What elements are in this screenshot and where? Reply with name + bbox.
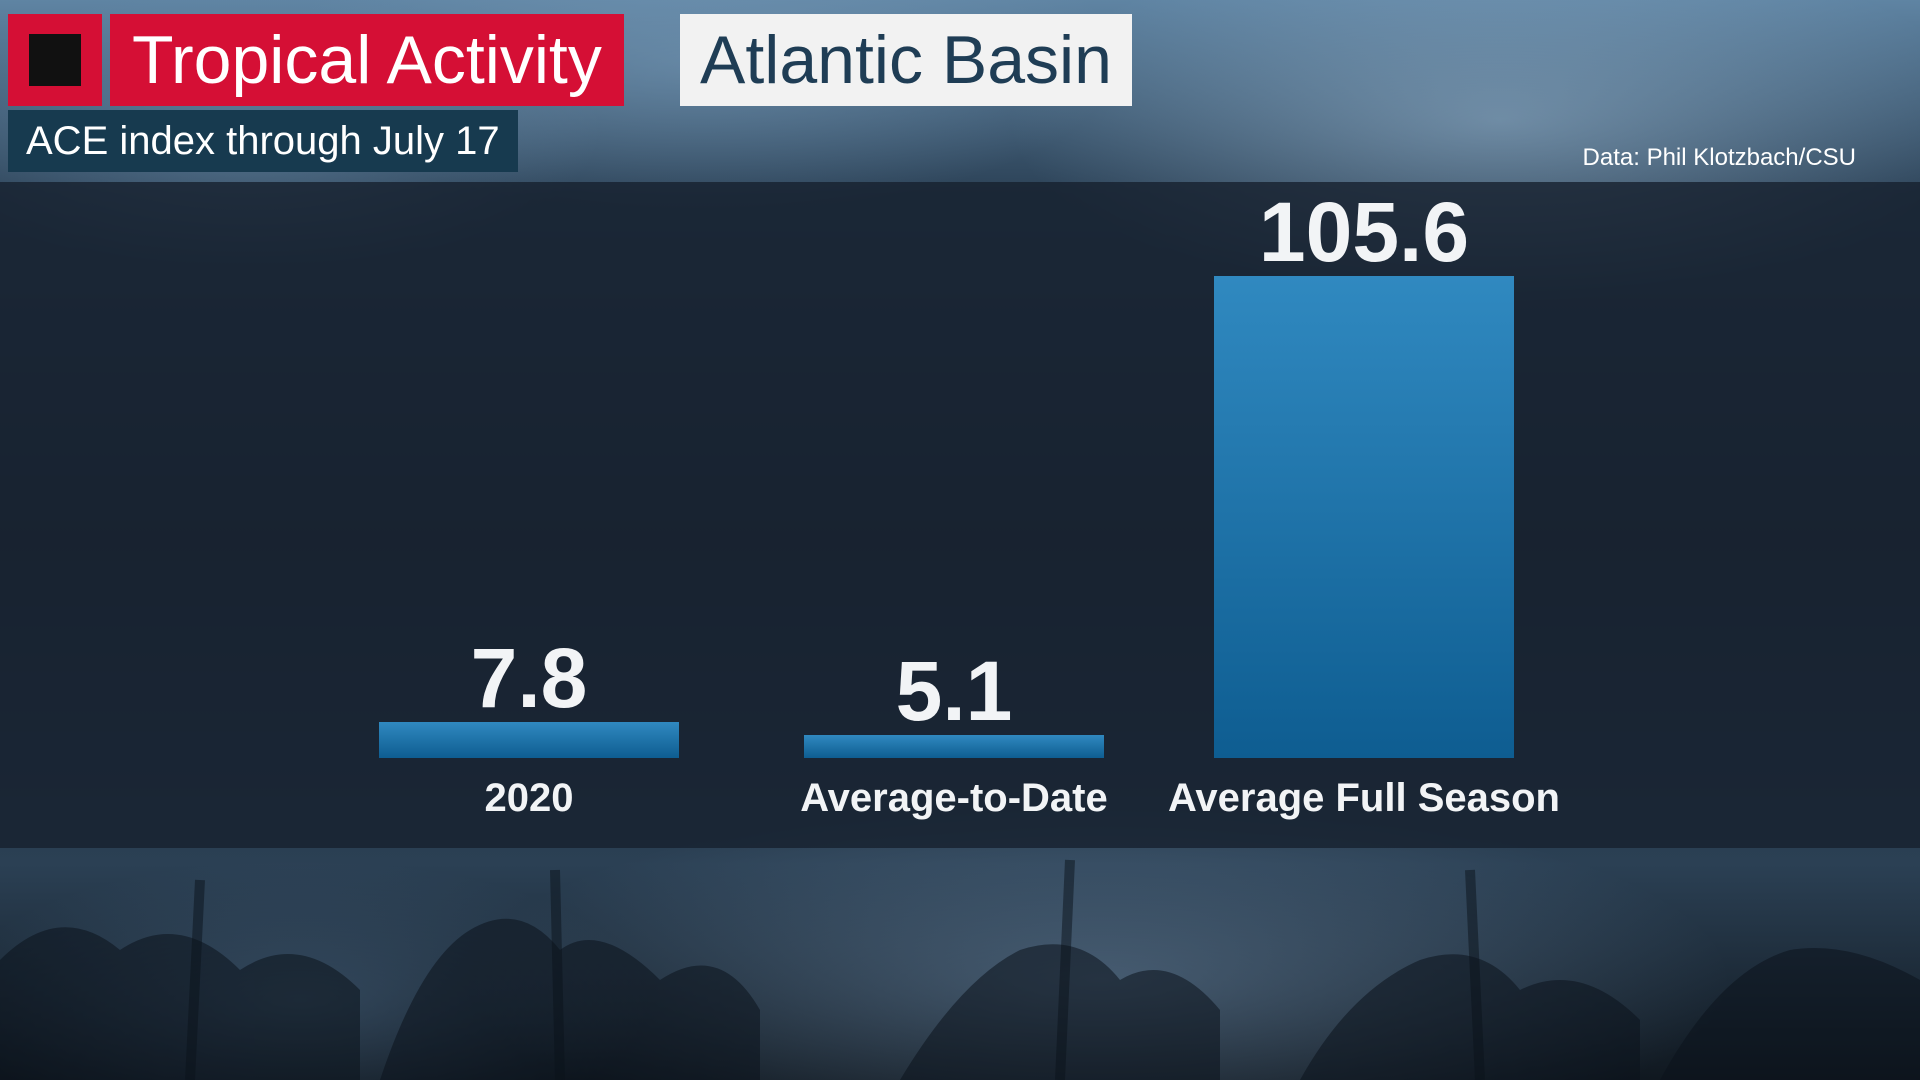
network-logo bbox=[8, 14, 102, 106]
bar-0 bbox=[379, 722, 679, 758]
value-label-2: 105.6 bbox=[1258, 185, 1470, 279]
bar-2 bbox=[1214, 276, 1514, 758]
value-label-0: 7.8 bbox=[470, 631, 588, 726]
category-label-0: 2020 bbox=[484, 776, 574, 820]
palm-silhouettes bbox=[0, 859, 1920, 1080]
value-label-1: 5.1 bbox=[895, 643, 1013, 738]
page-title: Tropical Activity bbox=[110, 14, 624, 106]
region-title: Atlantic Basin bbox=[680, 14, 1132, 106]
chart-subtitle: ACE index through July 17 bbox=[8, 110, 518, 172]
logo-square-icon bbox=[29, 34, 81, 86]
bar-1 bbox=[804, 734, 1104, 758]
category-label-2: Average Full Season bbox=[1168, 776, 1560, 820]
category-label-1: Average-to-Date bbox=[800, 776, 1108, 820]
data-source: Data: Phil Klotzbach/CSU bbox=[1582, 144, 1856, 171]
